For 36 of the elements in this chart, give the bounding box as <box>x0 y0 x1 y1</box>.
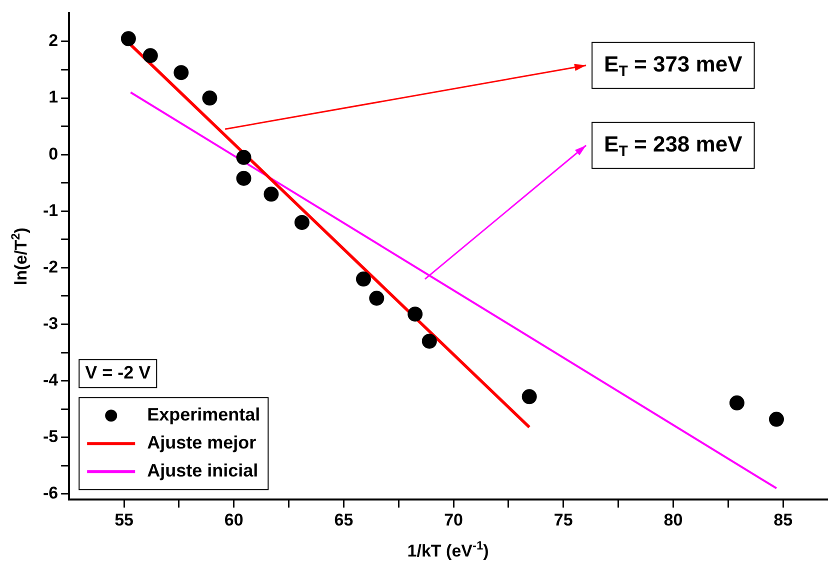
point <box>522 389 537 404</box>
point <box>729 395 744 410</box>
legend-label: Ajuste mejor <box>147 432 256 453</box>
y-tick-label: -3 <box>42 314 58 333</box>
point <box>408 306 423 322</box>
point <box>174 65 189 80</box>
point <box>294 214 310 230</box>
y-tick-label: -5 <box>42 427 58 446</box>
point <box>422 334 437 349</box>
point <box>768 412 784 427</box>
legend-label: Ajuste inicial <box>147 460 258 481</box>
annotation: V = -2 V <box>85 362 151 383</box>
x-tick-label: 55 <box>114 510 134 530</box>
y-axis-title: ln(e/T2) <box>8 228 31 286</box>
y-tick-label: 1 <box>48 88 58 107</box>
x-tick-label: 70 <box>444 510 464 530</box>
point <box>236 150 252 165</box>
y-tick-label: 2 <box>48 31 58 50</box>
x-tick-label: 75 <box>554 510 573 530</box>
x-tick-label: 65 <box>334 510 354 530</box>
x-tick-label: 60 <box>224 510 244 530</box>
point <box>356 272 371 287</box>
point <box>142 48 158 64</box>
point <box>120 31 136 46</box>
y-tick-label: -6 <box>42 484 58 503</box>
x-tick-label: 85 <box>774 510 793 530</box>
point <box>202 90 218 106</box>
y-tick-label: -1 <box>42 200 58 220</box>
legend-label: Experimental <box>147 404 260 425</box>
x-tick-label: 80 <box>664 510 683 530</box>
y-tick-label: -4 <box>42 370 59 390</box>
point <box>236 170 252 186</box>
y-tick-label: 0 <box>48 144 58 164</box>
point <box>264 186 279 202</box>
point <box>369 290 384 306</box>
y-tick-label: -2 <box>42 257 58 276</box>
